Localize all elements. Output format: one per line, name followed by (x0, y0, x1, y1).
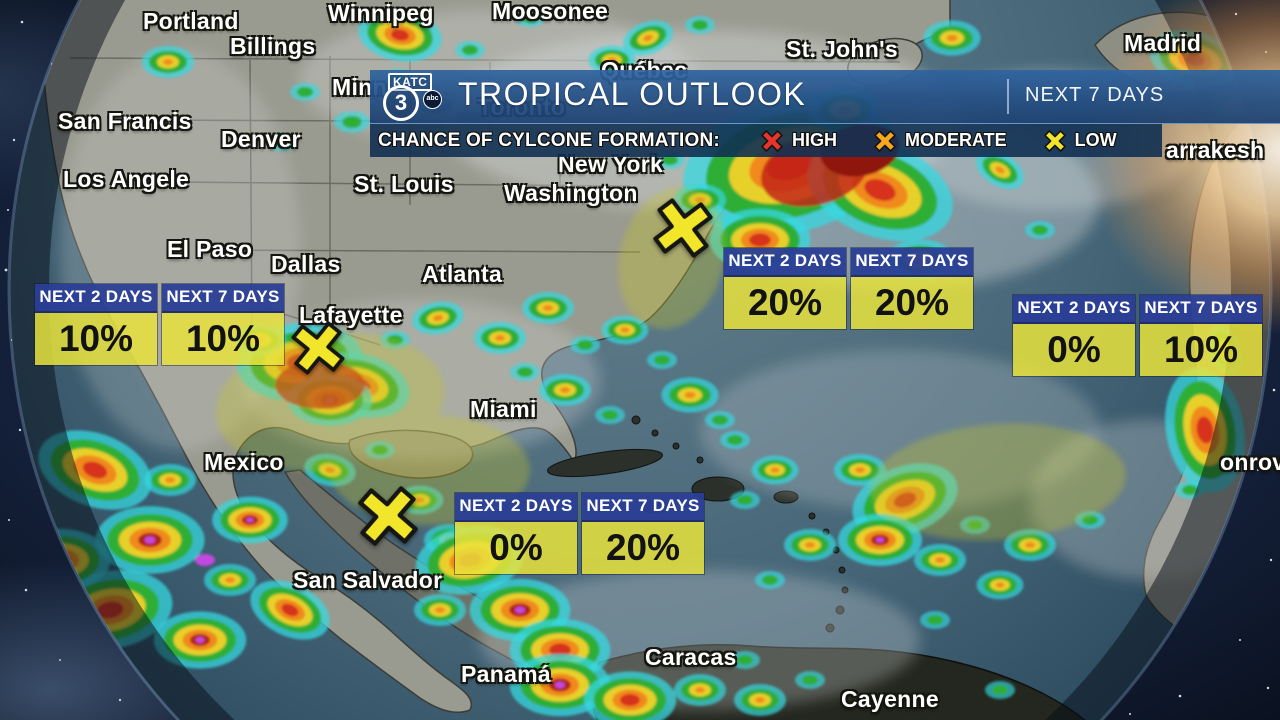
outlook-value: 0% (1013, 324, 1135, 376)
station-logo: KATC 3 abc (382, 73, 452, 121)
city-label: arrakesh (1166, 137, 1265, 163)
outlook-header: NEXT 7 DAYS (162, 284, 284, 313)
banner-divider (1007, 79, 1009, 114)
outlook-box-northwest-atlantic: NEXT 2 DAYS 20% NEXT 7 DAYS 20% (724, 248, 973, 329)
moderate-x-icon (874, 129, 896, 152)
city-label: Denver (221, 126, 301, 152)
outlook-value: 20% (582, 522, 704, 574)
city-label: Moosonee (492, 0, 609, 24)
outlook-box-western-gulf: NEXT 2 DAYS 10% NEXT 7 DAYS 10% (35, 284, 284, 365)
city-label: Billings (230, 33, 316, 59)
outlook-header: NEXT 7 DAYS (1140, 295, 1262, 324)
legend-item-moderate: MODERATE (873, 129, 1007, 153)
outlook-header: NEXT 7 DAYS (851, 248, 973, 277)
station-logo-channel: 3 (383, 85, 419, 121)
banner-period-label: NEXT 7 DAYS (1025, 84, 1165, 106)
legend-title: CHANCE OF CYLCONE FORMATION: (378, 129, 720, 151)
low-chance-x-marker (358, 486, 418, 546)
legend-item-low: LOW (1043, 129, 1117, 153)
outlook-header: NEXT 2 DAYS (35, 284, 157, 313)
city-label: Madrid (1124, 30, 1202, 56)
city-label: St. Louis (354, 171, 454, 197)
outlook-column: NEXT 7 DAYS 20% (582, 493, 704, 574)
outlook-value: 10% (1140, 324, 1262, 376)
outlook-header: NEXT 2 DAYS (724, 248, 846, 277)
abc-network-icon: abc (423, 90, 442, 109)
outlook-column: NEXT 2 DAYS 10% (35, 284, 157, 365)
city-label: Mexico (204, 449, 284, 475)
outlook-value: 10% (35, 313, 157, 365)
legend-label: MODERATE (904, 130, 1007, 150)
low-chance-x-marker (653, 198, 713, 258)
outlook-column: NEXT 2 DAYS 20% (724, 248, 846, 329)
outlook-value: 20% (851, 277, 973, 329)
city-label: Lafayette (299, 302, 403, 328)
city-label: Los Angele (63, 166, 190, 192)
outlook-header: NEXT 2 DAYS (1013, 295, 1135, 324)
outlook-header: NEXT 7 DAYS (582, 493, 704, 522)
outlook-box-central-atlantic: NEXT 2 DAYS 0% NEXT 7 DAYS 10% (1013, 295, 1262, 376)
title-banner: KATC 3 abc TROPICAL OUTLOOK NEXT 7 DAYS (370, 70, 1280, 124)
legend-strip: CHANCE OF CYLCONE FORMATION: HIGH MODERA… (370, 124, 1162, 157)
city-label: Panamá (461, 661, 552, 687)
outlook-column: NEXT 7 DAYS 20% (851, 248, 973, 329)
outlook-header: NEXT 2 DAYS (455, 493, 577, 522)
outlook-value: 20% (724, 277, 846, 329)
city-label: Atlanta (422, 261, 503, 287)
low-x-icon (1043, 129, 1066, 152)
city-label: St. John's (786, 36, 898, 62)
city-label: Portland (143, 8, 239, 34)
legend-label: LOW (1074, 130, 1117, 150)
outlook-column: NEXT 2 DAYS 0% (455, 493, 577, 574)
city-label: Caracas (645, 644, 737, 670)
outlook-column: NEXT 7 DAYS 10% (162, 284, 284, 365)
outlook-box-caribbean: NEXT 2 DAYS 0% NEXT 7 DAYS 20% (455, 493, 704, 574)
city-label: Dallas (271, 251, 341, 277)
outlook-column: NEXT 7 DAYS 10% (1140, 295, 1262, 376)
city-label: El Paso (167, 236, 253, 262)
outlook-column: NEXT 2 DAYS 0% (1013, 295, 1135, 376)
low-chance-x-marker (291, 321, 345, 375)
city-label: Cayenne (841, 686, 939, 712)
city-label: San Francis (58, 108, 192, 134)
city-label: Washington (504, 180, 638, 206)
city-label: San Salvador (293, 567, 443, 593)
high-x-icon (761, 129, 783, 152)
city-label: Miami (470, 396, 537, 422)
page-title: TROPICAL OUTLOOK (458, 76, 807, 112)
legend-label: HIGH (791, 130, 837, 150)
legend-item-high: HIGH (760, 129, 837, 153)
outlook-value: 0% (455, 522, 577, 574)
city-label: onrov (1220, 449, 1280, 475)
outlook-value: 10% (162, 313, 284, 365)
city-label: Winnipeg (328, 0, 434, 26)
